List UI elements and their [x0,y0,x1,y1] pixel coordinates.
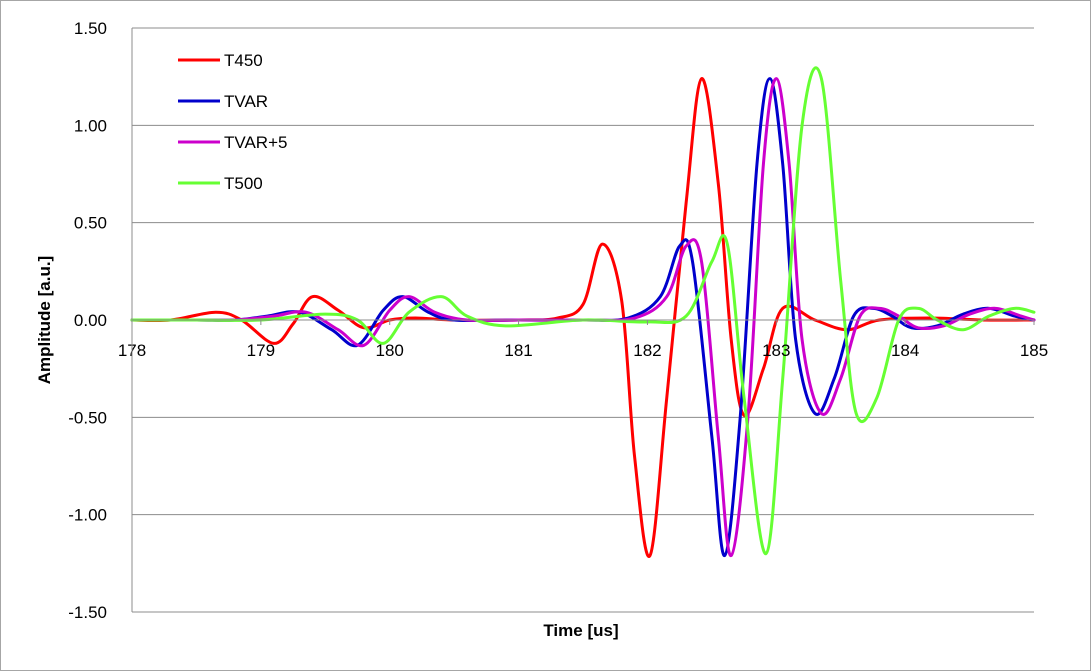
x-tick-label: 180 [376,341,404,360]
x-tick-label: 184 [891,341,919,360]
legend-label-tvar-5: TVAR+5 [224,133,287,152]
series-lines [130,66,1036,558]
y-tick-label: 0.00 [74,311,107,330]
legend-label-tvar: TVAR [224,92,268,111]
legend: T450 TVAR TVAR+5 T500 [178,51,287,193]
y-axis-title: Amplitude [a.u.] [35,256,54,384]
x-tick-label: 183 [762,341,790,360]
y-tick-label: -0.50 [68,408,107,427]
x-tick-label: 179 [247,341,275,360]
x-tick-label: 182 [633,341,661,360]
y-tick-label: -1.00 [68,506,107,525]
series-line-t450 [130,77,1036,558]
x-axis-title: Time [us] [543,621,618,640]
x-tick-label: 181 [504,341,532,360]
legend-label-t450: T450 [224,51,263,70]
series-line-tvar [130,77,1036,558]
y-tick-label: 1.00 [74,116,107,135]
x-tick-label: 185 [1020,341,1048,360]
y-tick-label: -1.50 [68,603,107,622]
series-line-tvar-5 [130,77,1036,558]
y-axis: 1.50 1.00 0.50 0.00 -0.50 -1.00 -1.50 [68,19,133,622]
legend-label-t500: T500 [224,174,263,193]
y-tick-label: 1.50 [74,19,107,38]
y-tick-label: 0.50 [74,214,107,233]
series-line-t500 [130,66,1036,556]
gridlines [132,27,1034,613]
